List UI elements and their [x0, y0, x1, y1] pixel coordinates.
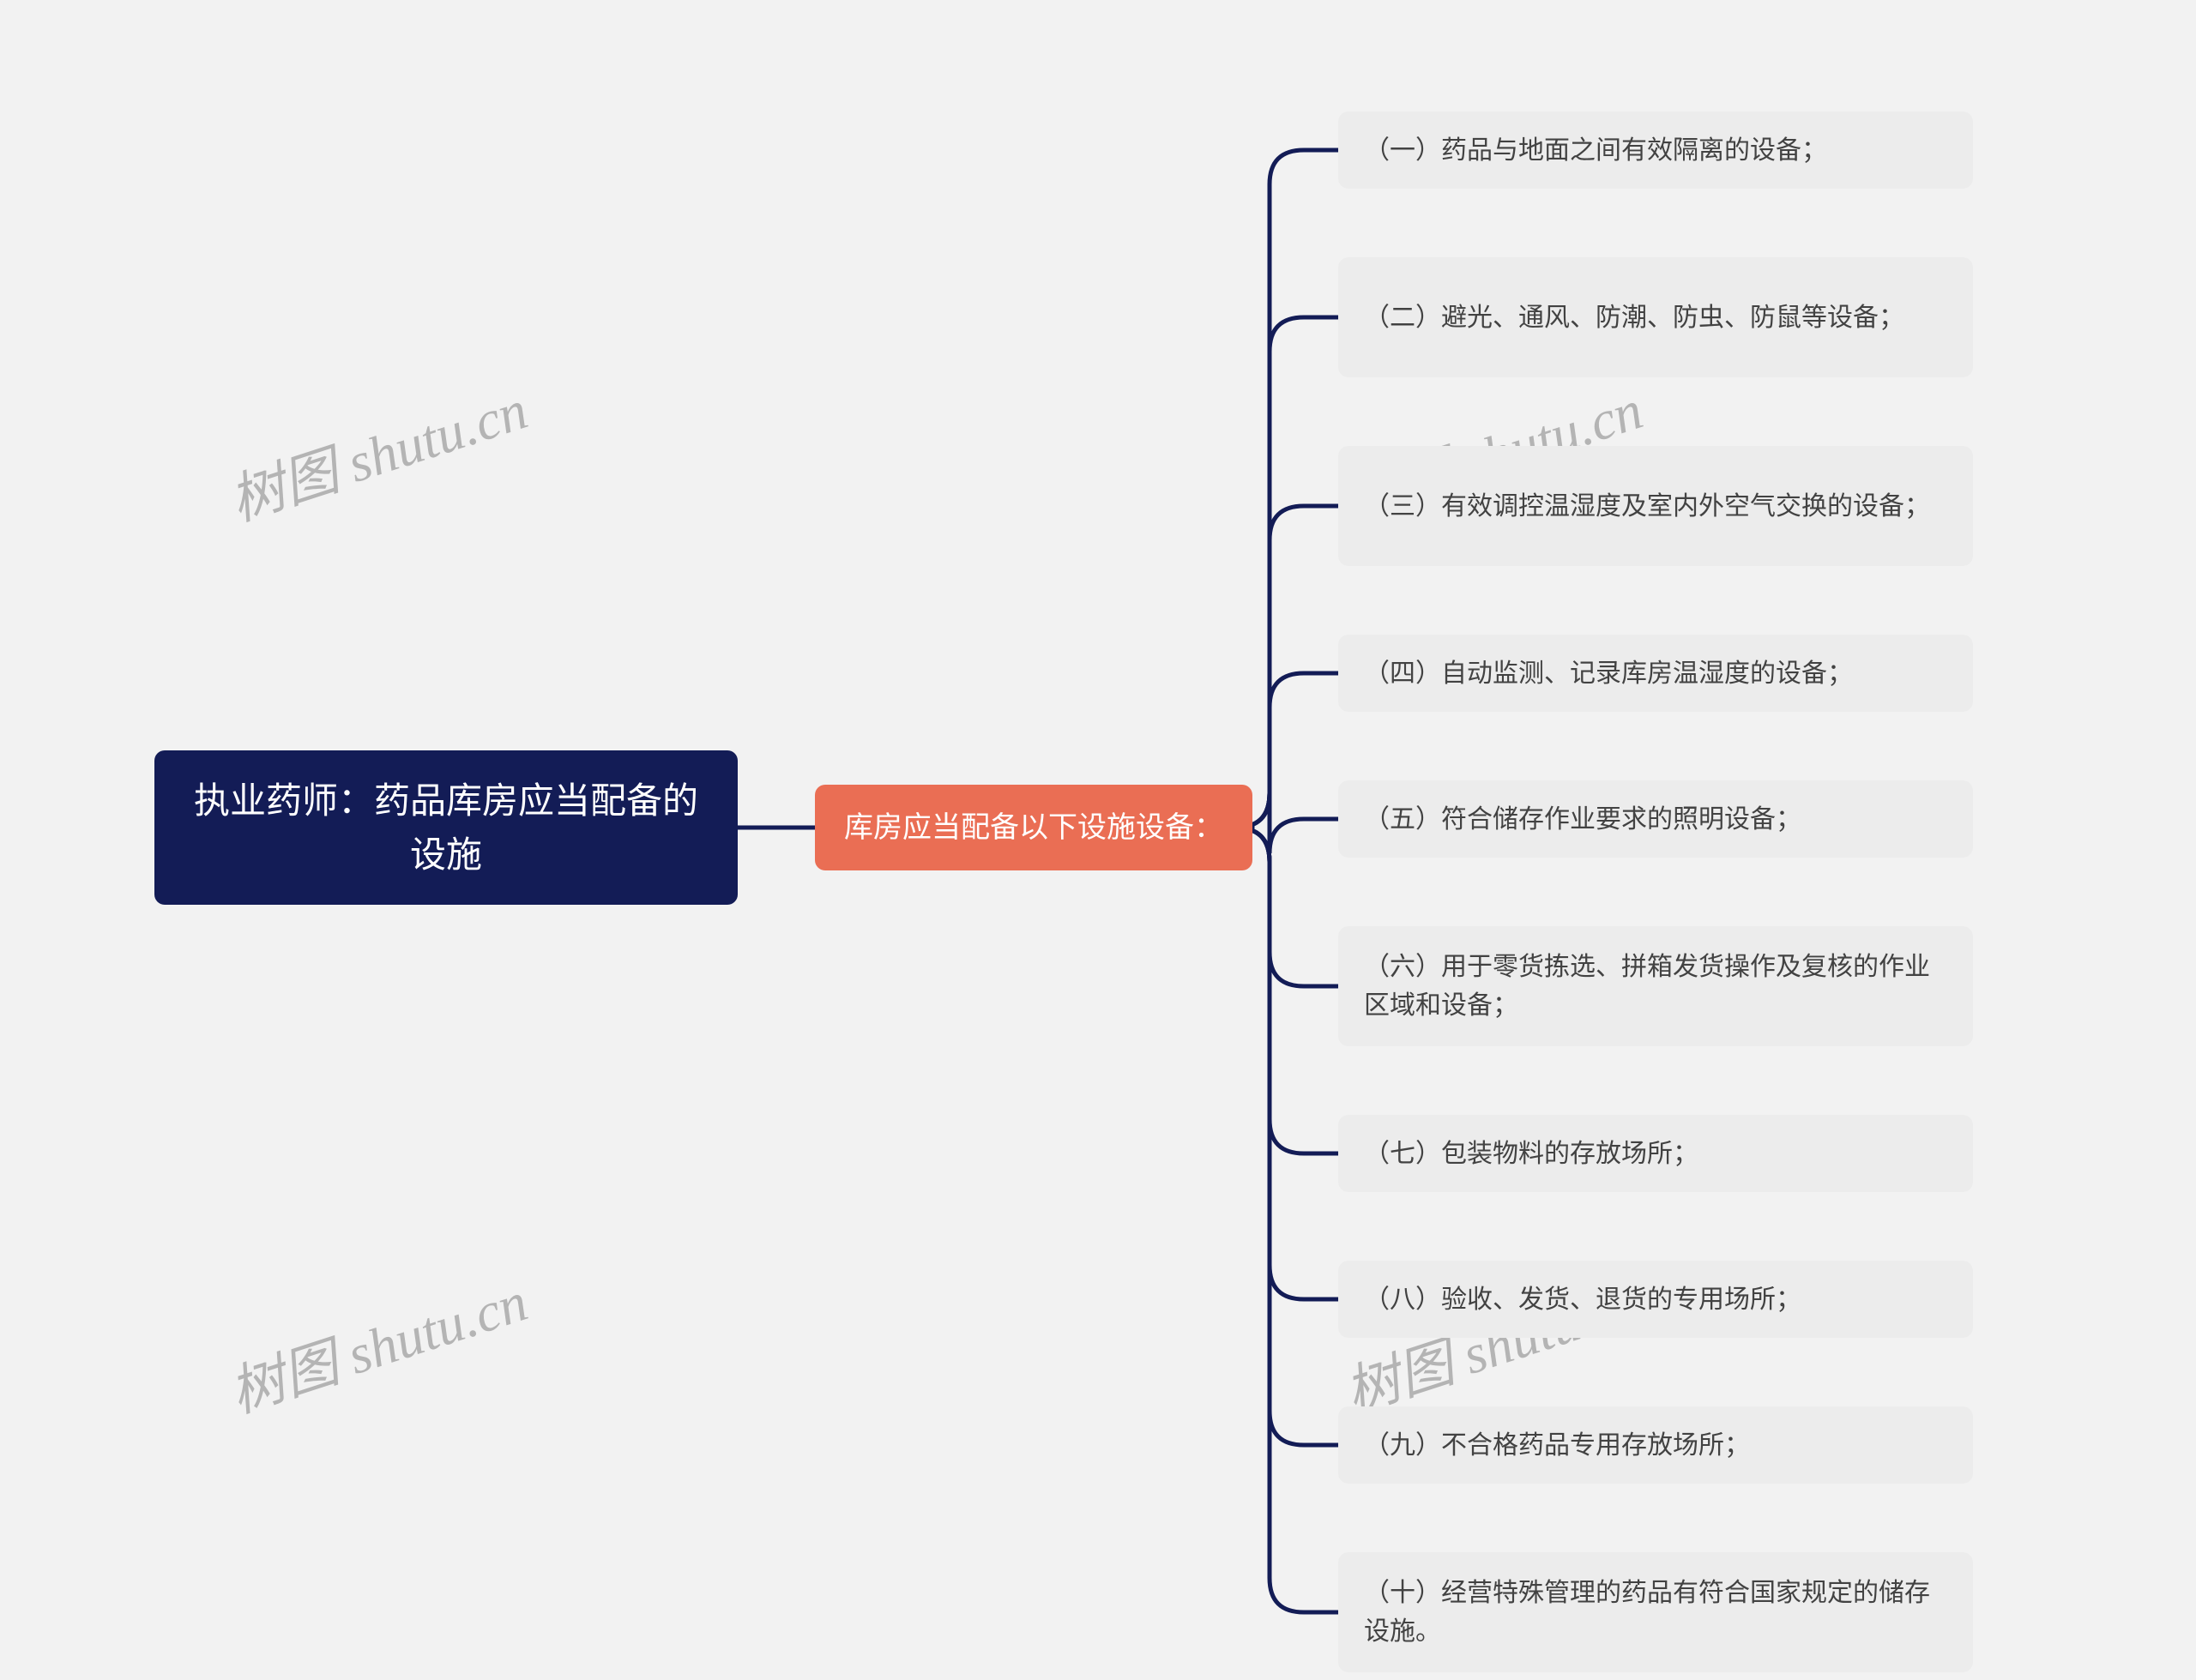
leaf-node-label: （一）药品与地面之间有效隔离的设备； [1364, 131, 1947, 170]
leaf-node-label: （九）不合格药品专用存放场所； [1364, 1426, 1947, 1465]
leaf-node[interactable]: （六）用于零货拣选、拼箱发货操作及复核的作业区域和设备； [1338, 926, 1973, 1046]
leaf-node-label: （五）符合储存作业要求的照明设备； [1364, 800, 1947, 839]
leaf-node[interactable]: （七）包装物料的存放场所； [1338, 1115, 1973, 1192]
leaf-node-label: （七）包装物料的存放场所； [1364, 1135, 1947, 1173]
root-node[interactable]: 执业药师：药品库房应当配备的设施 [154, 750, 738, 905]
root-node-label: 执业药师：药品库房应当配备的设施 [189, 774, 703, 882]
watermark: 树图 shutu.cn [219, 366, 536, 536]
mid-node[interactable]: 库房应当配备以下设施设备： [815, 785, 1252, 870]
leaf-node[interactable]: （二）避光、通风、防潮、防虫、防鼠等设备； [1338, 257, 1973, 377]
mindmap-canvas: 树图 shutu.cn树图 shutu.cn树图 shutu.cn树图 shut… [0, 0, 2196, 1680]
mid-node-label: 库房应当配备以下设施设备： [844, 806, 1223, 850]
leaf-node[interactable]: （九）不合格药品专用存放场所； [1338, 1406, 1973, 1484]
leaf-node[interactable]: （四）自动监测、记录库房温湿度的设备； [1338, 635, 1973, 712]
leaf-node-label: （八）验收、发货、退货的专用场所； [1364, 1280, 1947, 1319]
leaf-node-label: （三）有效调控温湿度及室内外空气交换的设备； [1364, 487, 1947, 526]
leaf-node[interactable]: （五）符合储存作业要求的照明设备； [1338, 780, 1973, 858]
leaf-node-label: （四）自动监测、记录库房温湿度的设备； [1364, 654, 1947, 693]
leaf-node-label: （十）经营特殊管理的药品有符合国家规定的储存设施。 [1364, 1574, 1947, 1651]
leaf-node-label: （二）避光、通风、防潮、防虫、防鼠等设备； [1364, 298, 1947, 337]
leaf-node[interactable]: （三）有效调控温湿度及室内外空气交换的设备； [1338, 446, 1973, 566]
leaf-node[interactable]: （十）经营特殊管理的药品有符合国家规定的储存设施。 [1338, 1552, 1973, 1672]
leaf-node[interactable]: （八）验收、发货、退货的专用场所； [1338, 1261, 1973, 1338]
watermark: 树图 shutu.cn [219, 1258, 536, 1428]
leaf-node[interactable]: （一）药品与地面之间有效隔离的设备； [1338, 111, 1973, 189]
leaf-node-label: （六）用于零货拣选、拼箱发货操作及复核的作业区域和设备； [1364, 948, 1947, 1025]
